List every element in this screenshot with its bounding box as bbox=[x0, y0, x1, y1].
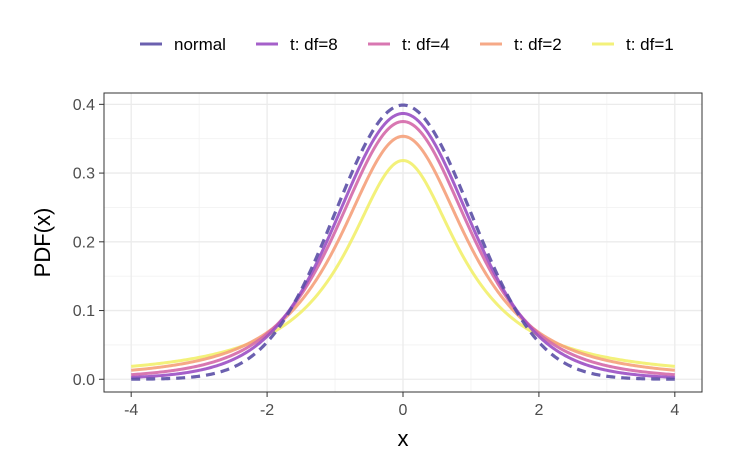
x-tick-label: -2 bbox=[260, 402, 274, 419]
y-tick-label: 0.2 bbox=[73, 234, 95, 251]
y-axis: 0.0 0.1 0.2 0.3 0.4 bbox=[73, 97, 104, 389]
y-axis-title: PDF(x) bbox=[30, 208, 55, 278]
series-layer bbox=[130, 103, 676, 381]
y-tick-label: 0.3 bbox=[73, 166, 95, 183]
y-tick-label: 0.4 bbox=[73, 97, 95, 114]
x-tick-label: 2 bbox=[534, 402, 543, 419]
series-line-t-df-1 bbox=[131, 158, 675, 368]
series-line-t-df-8 bbox=[131, 111, 675, 379]
y-tick-label: 0.1 bbox=[73, 303, 95, 320]
x-axis: -4 -2 0 2 4 bbox=[124, 392, 679, 419]
grid bbox=[104, 93, 702, 392]
plot-area bbox=[103, 92, 703, 393]
x-tick-label: 0 bbox=[399, 402, 408, 419]
series-line-t-df-2 bbox=[131, 134, 675, 372]
legend-label: t: df=4 bbox=[402, 35, 450, 54]
x-tick-label: -4 bbox=[124, 402, 138, 419]
legend-label: t: df=8 bbox=[290, 35, 338, 54]
series-line-t-df-4 bbox=[131, 120, 675, 377]
x-tick-label: 4 bbox=[670, 402, 679, 419]
legend-label: normal bbox=[174, 35, 226, 54]
y-tick-label: 0.0 bbox=[73, 372, 95, 389]
x-axis-title: x bbox=[398, 426, 409, 451]
legend: normal t: df=8 t: df=4 t: df=2 t: df=1 bbox=[140, 35, 674, 54]
legend-label: t: df=1 bbox=[626, 35, 674, 54]
legend-label: t: df=2 bbox=[514, 35, 562, 54]
series-line-normal bbox=[130, 103, 676, 381]
